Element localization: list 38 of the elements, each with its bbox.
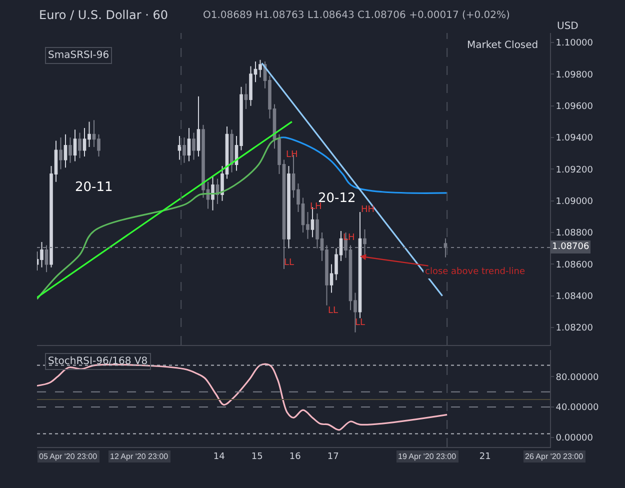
y-tick-label: 1.09800 xyxy=(556,70,594,80)
text: 05 Apr '20 23:00 xyxy=(39,452,98,461)
y-tick-label: 1.09400 xyxy=(556,134,594,144)
y-tick-label: 1.09600 xyxy=(556,102,594,112)
annotation: close above trend-line xyxy=(425,267,526,277)
text: 12 Apr '20 23:00 xyxy=(110,452,169,461)
y-tick-label: 1.09000 xyxy=(556,197,594,208)
y-tick-label: 1.09200 xyxy=(556,165,594,176)
y-tick-label: 0.00000 xyxy=(556,434,594,444)
annotation: LL xyxy=(284,258,294,268)
annotation: Market Closed xyxy=(467,40,538,51)
y-tick-label: 1.10000 xyxy=(556,38,594,49)
x-tick-label: 21 xyxy=(479,452,491,462)
x-tick-label: 17 xyxy=(327,452,339,462)
annotation: HH xyxy=(361,205,375,215)
text: 19 Apr '20 23:00 xyxy=(398,452,457,461)
y-tick-label: 1.08400 xyxy=(556,292,594,302)
chart-subtitle: O1.08689 H1.08763 L1.08643 C1.08706 +0.00017 (+0.02%) xyxy=(203,10,510,21)
y-tick-label: 1.08600 xyxy=(556,260,594,270)
x-tick-label: 14 xyxy=(213,452,226,462)
annotation: LH xyxy=(310,202,322,212)
y-tick-label: 1.08800 xyxy=(556,228,594,239)
text: 26 Apr '20 23:00 xyxy=(525,452,584,461)
annotation: 20-11 xyxy=(75,180,113,195)
y-tick-label: 40.00000 xyxy=(556,403,600,414)
annotation: StochRSI-96/168 V8 xyxy=(48,356,148,367)
annotation: LL xyxy=(355,318,366,328)
annotation: LH xyxy=(286,150,298,160)
x-tick-label: 15 xyxy=(251,452,263,462)
chart-title: Euro / U.S. Dollar · 60 xyxy=(39,8,168,22)
annotation: LL xyxy=(328,306,338,316)
annotation: SmaSRSI-96 xyxy=(48,50,110,61)
x-tick-label: 16 xyxy=(289,452,302,462)
text: USD xyxy=(557,21,579,32)
ref-line-label: 1.08706 xyxy=(552,242,590,252)
annotation: LH xyxy=(343,233,355,243)
y-tick-label: 1.08200 xyxy=(556,324,594,334)
y-tick-label: 80.00000 xyxy=(556,372,600,383)
